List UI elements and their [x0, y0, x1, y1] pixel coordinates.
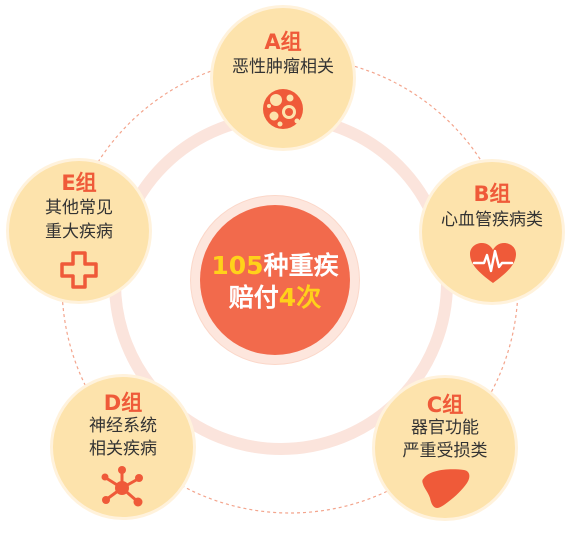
- center-line-2: 赔付4次: [200, 284, 350, 312]
- center-times: 4次: [278, 283, 322, 312]
- group-c-circle: C组 器官功能 严重受损类: [375, 378, 515, 518]
- group-a-desc-1: 恶性肿瘤相关: [232, 57, 334, 77]
- group-d-circle: D组 神经系统 相关疾病: [53, 377, 193, 517]
- group-b-name: B组: [473, 182, 511, 206]
- group-c-name: C组: [426, 393, 464, 417]
- group-e-name: E组: [61, 171, 97, 195]
- tumor-cell-icon: [263, 89, 303, 129]
- group-c-desc-2: 严重受损类: [402, 441, 488, 461]
- heart-pulse-icon: [470, 243, 516, 283]
- group-c-desc-1: 器官功能: [411, 418, 479, 438]
- group-b-circle: B组 心血管疾病类: [422, 162, 562, 302]
- neuron-icon: [101, 466, 143, 507]
- liver-icon: [422, 469, 470, 508]
- medical-cross-icon: [60, 251, 98, 289]
- group-e-desc-2: 重大疾病: [45, 222, 113, 242]
- group-d-desc-2: 相关疾病: [89, 439, 157, 459]
- center-line-1-text: 种重疾: [263, 251, 339, 280]
- group-d-desc-1: 神经系统: [89, 416, 157, 436]
- center-line-1: 105种重疾: [200, 252, 350, 280]
- group-a-circle: A组 恶性肿瘤相关: [213, 8, 353, 148]
- center-line-2-text: 赔付: [228, 283, 279, 312]
- group-e-desc-1: 其他常见: [45, 198, 113, 218]
- group-e-circle: E组 其他常见 重大疾病: [9, 161, 149, 301]
- group-a-name: A组: [264, 30, 302, 54]
- group-d-name: D组: [103, 391, 143, 415]
- center-count: 105: [211, 251, 264, 280]
- center-circle: 105种重疾 赔付4次: [200, 205, 350, 355]
- group-b-desc-1: 心血管疾病类: [441, 210, 543, 230]
